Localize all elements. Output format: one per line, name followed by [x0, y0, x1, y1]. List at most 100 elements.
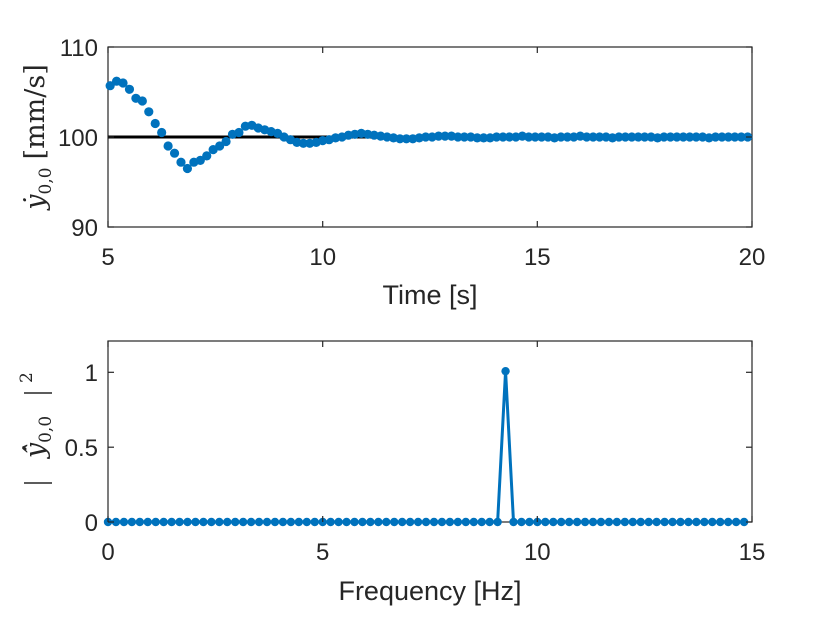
spectrum-point: [588, 517, 598, 527]
spectrum-point: [270, 517, 280, 527]
data-point: [620, 132, 630, 142]
spectrum-point: [580, 517, 590, 527]
spectrum-point: [596, 517, 606, 527]
spectrum-point: [151, 517, 160, 527]
spectrum-point: [509, 517, 518, 527]
data-point: [202, 151, 212, 161]
spectrum-point: [604, 517, 614, 527]
spectrum-point: [127, 517, 137, 527]
spectrum-point: [437, 517, 447, 527]
spectrum-point: [676, 517, 685, 527]
spectrum-point: [453, 517, 463, 527]
spectrum-point: [390, 517, 399, 527]
svg-text:ŷ̇0,0: ŷ̇0,0: [20, 416, 56, 459]
data-point: [118, 78, 128, 88]
spectrum-point: [119, 517, 129, 527]
data-point: [562, 132, 572, 142]
spectrum-point: [294, 517, 304, 527]
spectrum-point: [644, 517, 653, 527]
bottom-plot-frame: [107, 340, 753, 523]
spectrum-point: [366, 517, 375, 527]
top-xtick-label: 10: [309, 244, 336, 271]
spectrum-point: [397, 517, 407, 527]
data-point: [459, 132, 469, 142]
spectrum-point: [564, 517, 574, 527]
data-point: [440, 131, 450, 141]
spectrum-point: [485, 517, 494, 527]
data-point: [672, 132, 682, 142]
data-point: [710, 132, 721, 142]
data-point: [453, 132, 463, 142]
data-point: [479, 133, 489, 143]
spectrum-point: [405, 517, 415, 527]
spectrum-point: [191, 517, 200, 527]
bottom-ytick-label: 1: [85, 360, 98, 387]
top-plot: 5 10 15 20 90 100 110 Time [s] ẏ0,0 [mm/s…: [20, 35, 765, 310]
spectrum-point: [445, 517, 455, 527]
data-point: [556, 132, 566, 142]
data-point: [137, 96, 147, 106]
top-xtick-label: 20: [739, 244, 766, 271]
data-point: [221, 136, 231, 147]
spectrum-point: [501, 366, 510, 376]
data-point: [524, 132, 534, 142]
spectrum-point: [636, 517, 645, 527]
top-ylabel-unit: [mm/s]: [20, 64, 51, 159]
top-xtick-label: 15: [524, 244, 551, 271]
spectrum-point: [716, 517, 725, 527]
top-ylabel-base: ẏ: [20, 194, 51, 211]
data-point: [298, 138, 308, 148]
data-point: [144, 107, 154, 117]
bottom-ylabel-base: ŷ̇: [20, 442, 51, 459]
spectrum-point: [469, 517, 478, 527]
spectrum-point: [525, 517, 534, 527]
data-point: [588, 132, 598, 142]
data-point: [472, 133, 482, 143]
bottom-plot: 0 5 10 15 0 0.5 1 Frequency [Hz] ŷ̇0,0 2: [17, 340, 765, 606]
data-point: [234, 127, 244, 138]
spectrum-point: [429, 517, 439, 527]
data-point: [395, 134, 405, 144]
data-point: [215, 141, 225, 151]
bottom-ytick-label: 0: [85, 510, 98, 537]
spectrum-point: [413, 517, 423, 527]
data-point: [105, 81, 115, 91]
spectrum-point: [159, 517, 168, 527]
spectrum-point: [262, 517, 272, 527]
spectrum-point: [167, 517, 176, 527]
data-point: [640, 132, 650, 142]
spectrum-point: [692, 517, 701, 527]
spectrum-point: [660, 517, 669, 527]
spectrum-point: [238, 517, 248, 527]
spectrum-point: [207, 517, 216, 527]
spectrum-point: [461, 517, 471, 527]
spectrum-point: [175, 517, 184, 527]
bottom-xtick-label: 0: [101, 539, 114, 566]
data-point: [124, 84, 135, 94]
spectrum-point: [278, 517, 288, 527]
bottom-ytick-label: 0.5: [65, 435, 98, 462]
spectrum-point: [557, 517, 566, 527]
top-ytick-label: 110: [60, 35, 98, 62]
data-point: [723, 132, 733, 142]
data-point: [169, 148, 180, 158]
spectrum-point: [326, 517, 335, 527]
data-point: [614, 132, 624, 142]
spectrum-point: [731, 517, 741, 527]
spectrum-point: [477, 517, 486, 527]
data-point: [582, 132, 592, 142]
data-point: [594, 132, 605, 142]
bottom-xtick-label: 10: [524, 539, 551, 566]
data-point: [182, 163, 193, 174]
spectrum-point: [708, 517, 717, 527]
data-point: [691, 132, 701, 142]
data-point: [627, 132, 637, 142]
spectrum-point: [723, 517, 733, 527]
data-point: [401, 134, 411, 144]
spectrum-point: [612, 517, 622, 527]
spectrum-point: [541, 517, 550, 527]
spectrum-point: [350, 517, 359, 527]
spectrum-point: [700, 517, 709, 527]
top-ylabel-subscript: 0,0: [36, 167, 56, 194]
spectrum-point: [246, 517, 256, 527]
